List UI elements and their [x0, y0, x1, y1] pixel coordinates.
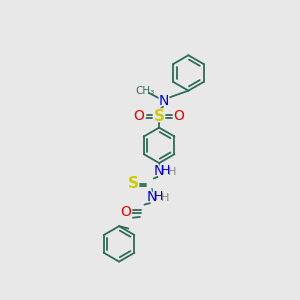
- Text: N: N: [159, 94, 169, 108]
- Text: N: N: [152, 162, 166, 180]
- Text: CH₃: CH₃: [135, 86, 154, 96]
- Text: N: N: [145, 188, 159, 206]
- Text: O: O: [120, 205, 131, 219]
- Text: N: N: [157, 92, 171, 110]
- Text: S: S: [154, 109, 165, 124]
- Text: O: O: [172, 107, 186, 125]
- Text: O: O: [132, 107, 146, 125]
- Text: H: H: [168, 167, 176, 176]
- Text: S: S: [128, 176, 139, 191]
- Text: O: O: [118, 202, 132, 220]
- Text: N: N: [154, 164, 164, 178]
- Text: H: H: [161, 193, 170, 203]
- Text: H: H: [160, 164, 170, 177]
- Text: S: S: [153, 107, 166, 125]
- Text: H: H: [154, 190, 163, 203]
- Text: O: O: [134, 109, 145, 123]
- Text: S: S: [127, 175, 140, 193]
- Text: O: O: [174, 109, 184, 123]
- Text: N: N: [147, 190, 158, 204]
